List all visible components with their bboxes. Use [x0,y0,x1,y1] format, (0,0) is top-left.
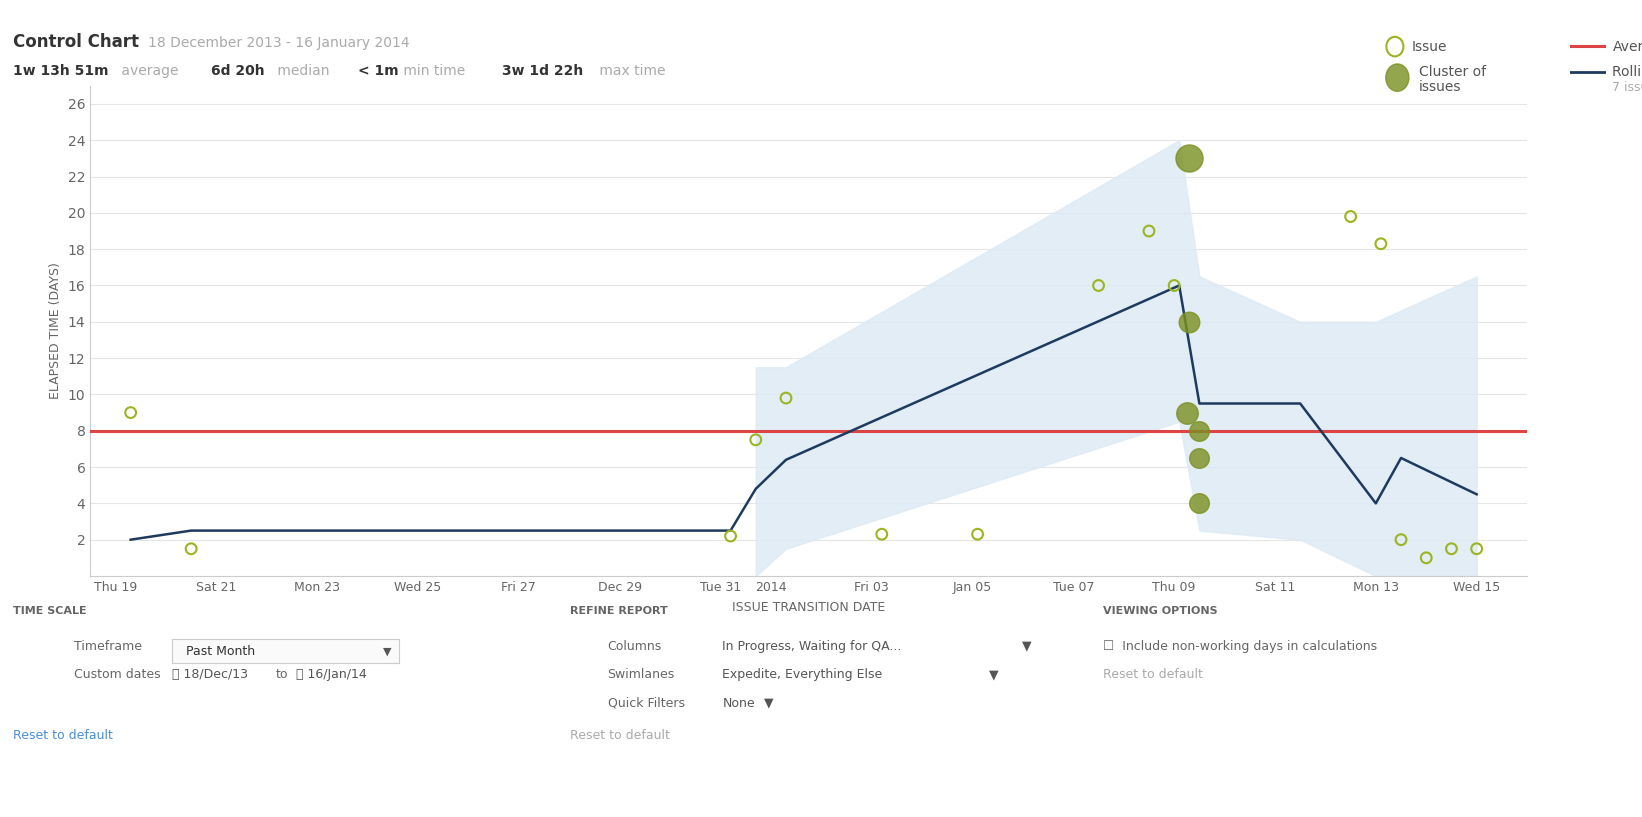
Text: Rolling average: Rolling average [1612,65,1642,79]
Point [1186,452,1212,465]
Point [964,528,990,541]
Text: ▼: ▼ [384,646,392,656]
Point [869,528,895,541]
Point [1368,237,1394,250]
Text: < 1m: < 1m [358,65,399,78]
Text: Control Chart: Control Chart [13,33,140,51]
Point [1414,551,1440,565]
Text: Swimlanes: Swimlanes [608,668,675,681]
Text: VIEWING OPTIONS: VIEWING OPTIONS [1103,606,1218,616]
Point [1186,424,1212,437]
Text: Cluster of: Cluster of [1419,65,1486,79]
Text: Average: Average [1612,41,1642,55]
Point [177,542,204,556]
Text: ▼: ▼ [760,697,773,710]
Point [1438,542,1465,556]
Point [1161,279,1187,292]
Point [1174,406,1200,419]
Text: 📅 16/Jan/14: 📅 16/Jan/14 [296,668,366,681]
Text: In Progress, Waiting for QA...: In Progress, Waiting for QA... [722,640,901,653]
Text: Expedite, Everything Else: Expedite, Everything Else [722,668,883,681]
Point [1186,497,1212,510]
Text: Reset to default: Reset to default [13,730,113,743]
Text: REFINE REPORT: REFINE REPORT [570,606,668,616]
Text: Columns: Columns [608,640,662,653]
Text: Issue: Issue [1412,41,1448,55]
X-axis label: ISSUE TRANSITION DATE: ISSUE TRANSITION DATE [732,600,885,614]
Text: Reset to default: Reset to default [570,730,670,743]
Text: 7 issue window: 7 issue window [1612,81,1642,94]
Text: 6d 20h: 6d 20h [210,65,264,78]
Point [118,406,144,419]
Text: 3w 1d 22h: 3w 1d 22h [502,65,583,78]
Text: min time: min time [399,65,479,78]
Y-axis label: ELAPSED TIME (DAYS): ELAPSED TIME (DAYS) [49,262,62,400]
Circle shape [1386,64,1409,92]
Text: None: None [722,697,755,710]
Text: Quick Filters: Quick Filters [608,697,685,710]
Text: 📅 18/Dec/13: 📅 18/Dec/13 [172,668,248,681]
Point [1338,210,1365,223]
Text: Reset to default: Reset to default [1103,668,1204,681]
Point [1085,279,1112,292]
Text: average: average [117,65,190,78]
Point [718,529,744,542]
Point [773,391,800,404]
Text: median: median [273,65,342,78]
Text: max time: max time [594,65,665,78]
Text: issues: issues [1419,80,1461,94]
Text: 18 December 2013 - 16 January 2014: 18 December 2013 - 16 January 2014 [148,37,409,51]
Text: Past Month: Past Month [186,645,255,658]
Text: to: to [276,668,289,681]
Text: 1w 13h 51m: 1w 13h 51m [13,65,108,78]
Point [1387,534,1414,547]
Point [1176,152,1202,165]
Text: TIME SCALE: TIME SCALE [13,606,87,616]
Point [1136,225,1163,238]
Point [1463,542,1489,556]
Text: Timeframe: Timeframe [74,640,141,653]
Point [742,433,768,446]
Text: Custom dates: Custom dates [74,668,161,681]
Text: ▼: ▼ [985,668,998,681]
Text: ▼: ▼ [1018,640,1031,653]
Point [1176,315,1202,328]
Text: ☐  Include non-working days in calculations: ☐ Include non-working days in calculatio… [1103,640,1378,653]
